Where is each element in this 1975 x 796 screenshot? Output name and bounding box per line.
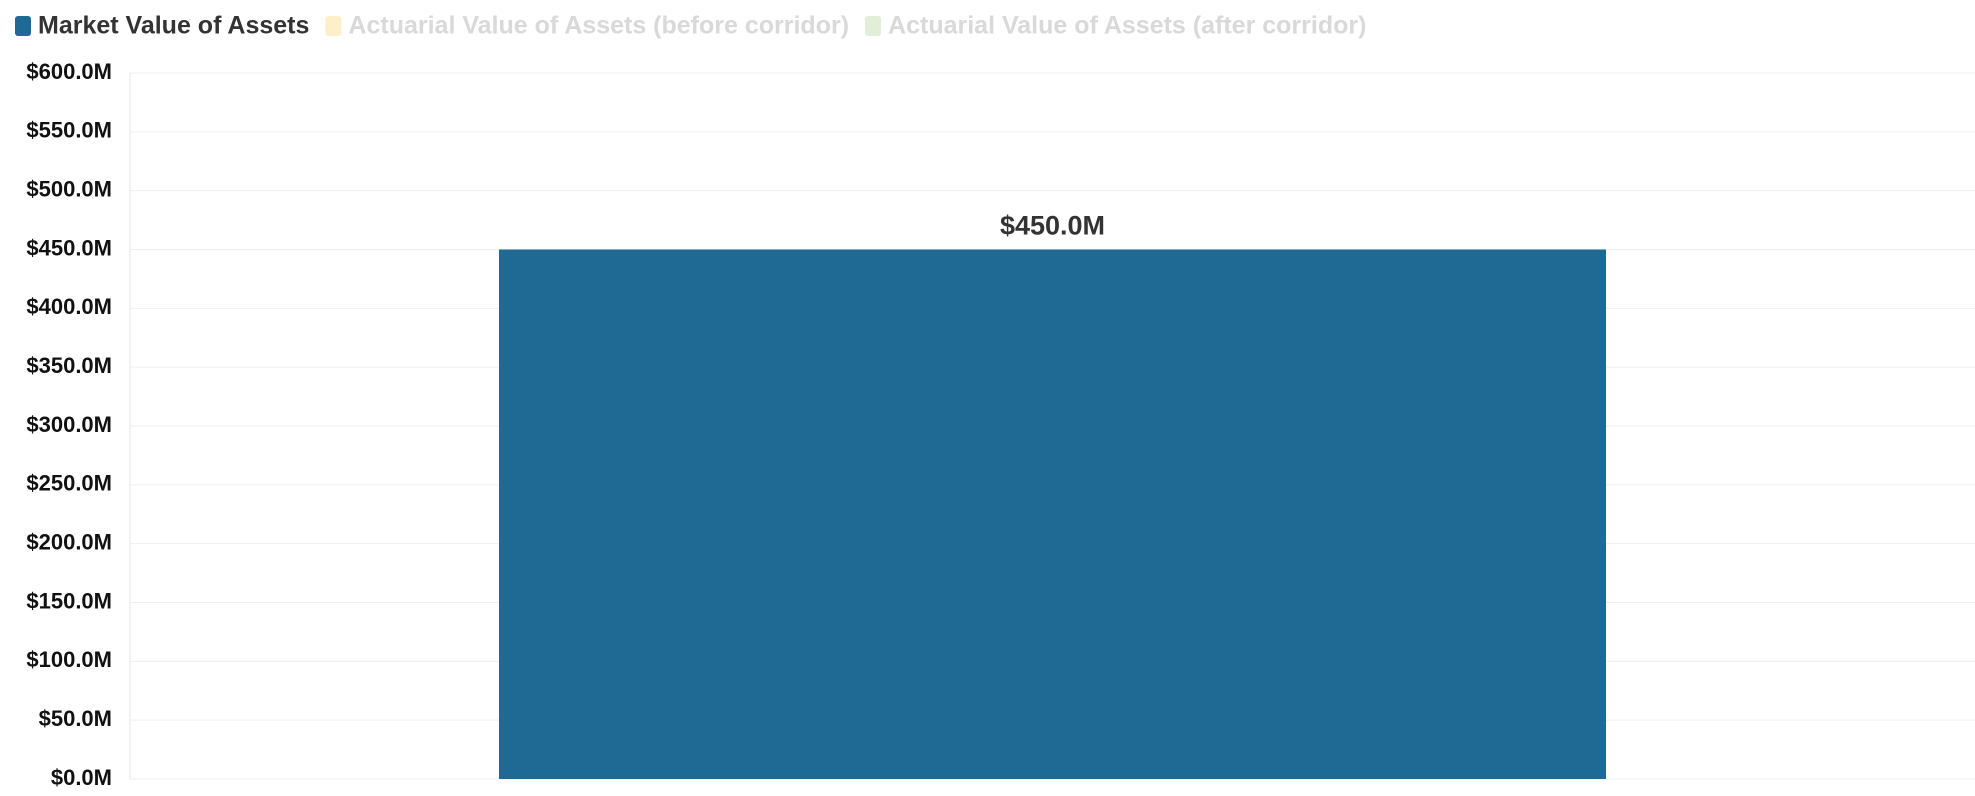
legend-swatch[interactable]: [865, 16, 882, 36]
y-tick-label: $200.0M: [26, 529, 112, 554]
y-tick-label: $50.0M: [39, 706, 112, 731]
legend-swatch[interactable]: [325, 16, 342, 36]
y-tick-label: $450.0M: [26, 235, 112, 260]
legend-label[interactable]: Actuarial Value of Assets (after corrido…: [888, 12, 1366, 40]
y-tick-label: $500.0M: [26, 176, 112, 201]
legend-label[interactable]: Market Value of Assets: [38, 12, 309, 40]
y-tick-label: $350.0M: [26, 353, 112, 378]
y-tick-label: $250.0M: [26, 471, 112, 496]
legend-label[interactable]: Actuarial Value of Assets (before corrid…: [348, 12, 849, 40]
y-tick-label: $100.0M: [26, 647, 112, 672]
y-tick-label: $550.0M: [26, 118, 112, 143]
bar: [499, 249, 1606, 779]
y-tick-label: $400.0M: [26, 294, 112, 319]
y-tick-label: $600.0M: [26, 59, 112, 84]
legend-swatch[interactable]: [15, 16, 31, 36]
y-tick-label: $150.0M: [26, 588, 112, 613]
value-label: $450.0M: [1000, 211, 1105, 241]
y-tick-label: $300.0M: [26, 412, 112, 437]
y-tick-label: $0.0M: [51, 765, 112, 790]
